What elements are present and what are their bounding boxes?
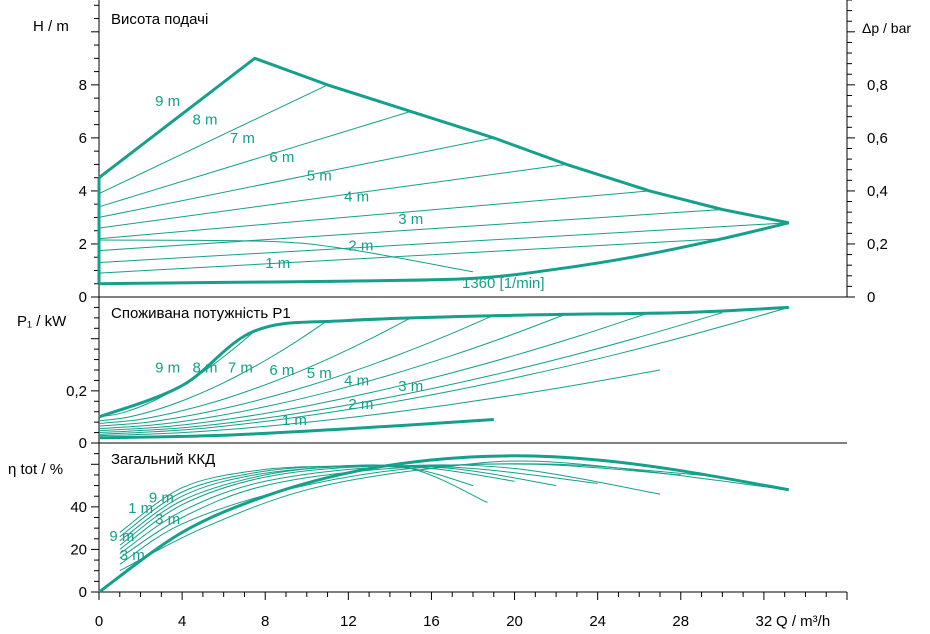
power-curve	[98, 317, 411, 424]
x-tick-label: 28	[672, 613, 689, 630]
right-tick-label: 0,4	[867, 183, 888, 200]
curve-label: 8 m	[193, 112, 218, 129]
curve-label: 3 m	[155, 511, 180, 528]
curve-label: 9 m	[109, 528, 134, 545]
curve-label: 1 m	[282, 412, 307, 429]
x-tick-label: 4	[178, 613, 186, 630]
panel-title-efficiency: Загальний ККД	[111, 451, 215, 468]
x-tick-label: 16	[423, 613, 440, 630]
efficiency-curve	[119, 465, 515, 542]
y-tick-label: 6	[79, 130, 87, 147]
right-tick-label: 0,2	[867, 236, 888, 253]
x-tick-label: 32	[756, 613, 773, 630]
y-tick-label: 0	[79, 435, 87, 452]
power-curve	[98, 312, 650, 432]
curve-label: 7 m	[230, 130, 255, 147]
head-envelope-max	[98, 56, 790, 225]
x-tick-label: 8	[261, 613, 269, 630]
curve-label: 3 m	[120, 547, 145, 564]
right-tick-label: 0,6	[867, 130, 888, 147]
efficiency-curve	[119, 460, 789, 572]
efficiency-curve	[119, 465, 557, 546]
curve-label: 9 m	[155, 93, 180, 110]
x-tick-label: 24	[589, 613, 606, 630]
head-curve	[98, 238, 723, 274]
x-tick-label: 20	[506, 613, 523, 630]
curve-label: 5 m	[307, 365, 332, 382]
head-curve	[98, 222, 789, 263]
power-curve	[98, 314, 494, 427]
power-curve	[98, 312, 723, 434]
curve-label: 9 m	[155, 360, 180, 377]
curve-label: 1 m	[128, 500, 153, 517]
curve-label: 3 m	[398, 378, 423, 395]
head-envelope-min	[98, 221, 790, 286]
x-tick-label: 0	[95, 613, 103, 630]
head-curve	[98, 137, 494, 218]
panel-title-head: Висота подачі	[111, 11, 208, 28]
power-curve	[98, 313, 567, 430]
head-curve	[98, 209, 723, 252]
y-axis-label-efficiency: η tot / %	[8, 461, 63, 478]
right-tick-label: 0,8	[867, 77, 888, 94]
y-tick-label: 2	[79, 236, 87, 253]
x-tick-label: 12	[340, 613, 357, 630]
power-envelope-max	[98, 305, 789, 419]
power-curve	[98, 306, 789, 435]
y-axis-label-head: H / m	[33, 18, 69, 35]
y-axis-label-power: P₁ / kW	[17, 313, 67, 330]
curve-label: 4 m	[344, 189, 369, 206]
efficiency-curve	[119, 465, 598, 550]
right-tick-label: 0	[867, 289, 875, 306]
efficiency-curve	[119, 464, 488, 538]
efficiency-curve	[119, 465, 474, 533]
speed-limit-curve	[98, 239, 474, 273]
y-tick-label: 4	[79, 183, 87, 200]
y-tick-label: 20	[70, 541, 87, 558]
efficiency-curve	[119, 463, 681, 559]
efficiency-curve	[119, 464, 661, 555]
head-curve	[98, 110, 411, 208]
curve-label: 6 m	[269, 362, 294, 379]
curve-label: 8 m	[193, 360, 218, 377]
head-curve	[98, 190, 650, 240]
curve-label: 3 m	[398, 211, 423, 228]
curve-label: 6 m	[269, 149, 294, 166]
efficiency-curve	[119, 463, 723, 565]
curve-label: 9 m	[149, 490, 174, 507]
curve-label: 7 m	[228, 360, 253, 377]
efficiency-envelope	[98, 454, 790, 594]
power-envelope-min	[98, 418, 494, 440]
y-tick-label: 40	[70, 499, 87, 516]
curve-label: 2 m	[348, 396, 373, 413]
y-tick-label: 8	[79, 77, 87, 94]
curve-label: 4 m	[344, 373, 369, 390]
y-tick-label: 0	[79, 289, 87, 306]
x-axis-label-flow: Q / m³/h	[776, 613, 830, 630]
y-tick-label: 0,2	[66, 383, 87, 400]
y-tick-label: 0	[79, 584, 87, 601]
curve-label: 5 m	[307, 167, 332, 184]
y-axis-label-pressure: Δp / bar	[862, 20, 911, 36]
curve-label: 1 m	[265, 255, 290, 272]
power-curve	[98, 369, 661, 437]
power-curve	[98, 320, 328, 422]
head-curve	[98, 84, 328, 195]
curves	[97, 56, 790, 594]
panel-title-power: Споживана потужність P1	[111, 305, 291, 322]
curve-label: 2 m	[348, 238, 373, 255]
head-curve	[98, 163, 567, 229]
